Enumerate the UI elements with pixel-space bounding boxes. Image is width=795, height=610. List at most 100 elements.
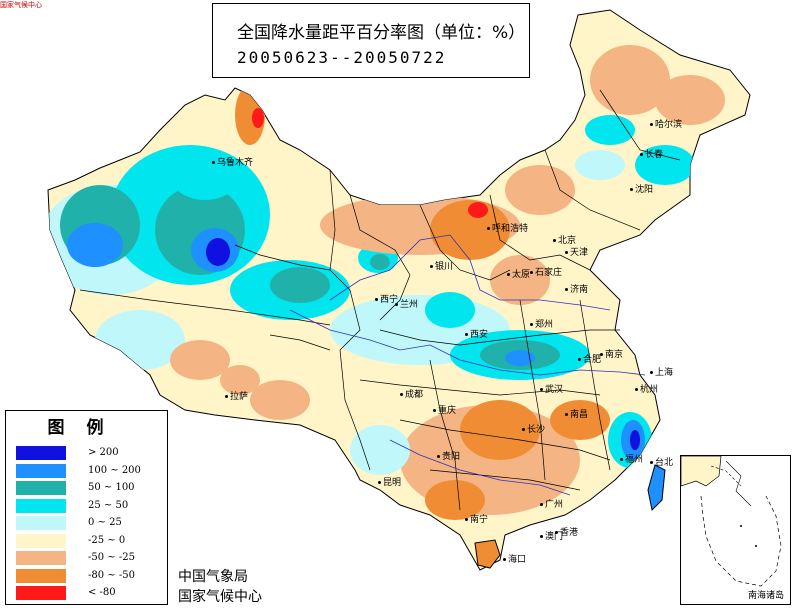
city-label: 南宁 xyxy=(465,515,488,525)
region-cyan xyxy=(425,292,475,328)
city-name: 南昌 xyxy=(570,410,589,420)
city-name: 昆明 xyxy=(383,478,402,488)
province-boundaries xyxy=(79,89,681,511)
legend-swatch xyxy=(16,516,66,530)
precipitation-regions xyxy=(48,45,725,520)
legend-item: 0 ~ 25 xyxy=(16,516,166,531)
city-name: 海口 xyxy=(508,555,527,565)
city-label: 沈阳 xyxy=(630,185,653,195)
legend-item: -80 ~ -50 xyxy=(16,568,166,584)
inset-label: 南海诸岛 xyxy=(747,591,784,601)
region-red xyxy=(468,202,488,218)
region-teal xyxy=(370,254,390,270)
city-dot xyxy=(565,413,568,416)
city-dot xyxy=(378,481,381,484)
city-label: 兰州 xyxy=(395,300,418,310)
city-label: 台北 xyxy=(650,458,673,468)
city-dot xyxy=(635,388,638,391)
region-red xyxy=(252,108,264,128)
hainan-island xyxy=(474,539,501,569)
legend-item: 25 ~ 50 xyxy=(16,498,166,514)
city-name: 太原 xyxy=(512,270,531,280)
city-name: 哈尔滨 xyxy=(655,120,683,130)
region-orange xyxy=(550,400,610,440)
city-name: 贵阳 xyxy=(442,452,461,462)
city-label: 天津 xyxy=(565,248,588,258)
city-dot xyxy=(630,188,633,191)
city-name: 西宁 xyxy=(380,295,399,305)
city-label: 长春 xyxy=(640,150,663,160)
city-name: 拉萨 xyxy=(230,392,249,402)
legend-label: 25 ~ 50 xyxy=(88,499,129,511)
agency-line1: 中国气象局 xyxy=(178,569,248,585)
city-name: 西安 xyxy=(470,330,489,340)
rivers xyxy=(289,234,646,496)
city-dot xyxy=(540,503,543,506)
legend-swatch xyxy=(16,481,66,495)
taiwan-island xyxy=(647,464,666,512)
city-label: 济南 xyxy=(565,285,588,295)
city-label: 银川 xyxy=(430,262,453,272)
city-dot xyxy=(540,388,543,391)
city-dot xyxy=(503,558,506,561)
city-dot xyxy=(620,458,623,461)
region-tan xyxy=(250,380,310,420)
city-dot xyxy=(225,395,228,398)
legend-label: 50 ~ 100 xyxy=(88,482,135,493)
city-dot xyxy=(430,265,433,268)
city-name: 成都 xyxy=(405,390,424,400)
city-label: 香港 xyxy=(555,528,578,538)
city-label: 拉萨 xyxy=(225,392,248,402)
city-dot xyxy=(650,461,653,464)
city-label: 福州 xyxy=(620,455,643,465)
city-dot xyxy=(530,323,533,326)
region-light-cyan xyxy=(350,425,410,475)
city-label: 长沙 xyxy=(522,425,545,435)
legend-item: > 200 xyxy=(16,446,166,461)
region-light-cyan xyxy=(575,150,625,180)
city-name: 南宁 xyxy=(470,515,489,525)
legend-label: 0 ~ 25 xyxy=(88,517,122,528)
legend-swatch xyxy=(16,498,66,513)
region-blue xyxy=(67,223,123,267)
region-orange xyxy=(425,480,485,520)
city-dot xyxy=(553,239,556,242)
region-teal xyxy=(270,267,330,303)
region-darkblue xyxy=(206,238,230,266)
corner-mark: 国家气候中心 xyxy=(0,1,42,9)
city-name: 广州 xyxy=(545,500,564,510)
legend-label: < -80 xyxy=(88,587,116,598)
title-box: 全国降水量距平百分率图（单位：%） 20050623--20050722 xyxy=(212,3,530,78)
city-label: 昆明 xyxy=(378,478,401,488)
region-cyan xyxy=(170,150,240,200)
city-label: 杭州 xyxy=(635,385,658,395)
city-label: 呼和浩特 xyxy=(487,224,528,234)
legend-item: -25 ~ 0 xyxy=(16,533,166,549)
city-label: 哈尔滨 xyxy=(650,120,682,130)
map-title: 全国降水量距平百分率图（单位：%） xyxy=(237,23,526,43)
city-name: 香港 xyxy=(560,528,579,538)
city-label: 太原 xyxy=(507,270,530,280)
region-darkblue xyxy=(630,430,640,450)
city-name: 北京 xyxy=(558,236,577,246)
city-dot xyxy=(522,428,525,431)
region-cyan xyxy=(635,145,695,185)
city-dot xyxy=(530,271,533,274)
inset-map xyxy=(680,455,782,587)
legend-item: 100 ~ 200 xyxy=(16,463,166,479)
agency-line2: 国家气候中心 xyxy=(178,589,262,605)
city-name: 澳门 xyxy=(545,532,564,542)
region-tan xyxy=(490,255,550,305)
city-name: 南京 xyxy=(605,350,624,360)
city-name: 合肥 xyxy=(583,355,602,365)
region-orange xyxy=(460,400,540,460)
legend-label: > 200 xyxy=(88,447,119,458)
legend-swatch xyxy=(16,463,66,478)
city-name: 台北 xyxy=(655,458,674,468)
city-name: 郑州 xyxy=(535,320,554,330)
city-label: 乌鲁木齐 xyxy=(212,158,253,168)
city-dot xyxy=(600,353,603,356)
city-label: 西宁 xyxy=(375,295,398,305)
region-orange xyxy=(430,200,510,260)
